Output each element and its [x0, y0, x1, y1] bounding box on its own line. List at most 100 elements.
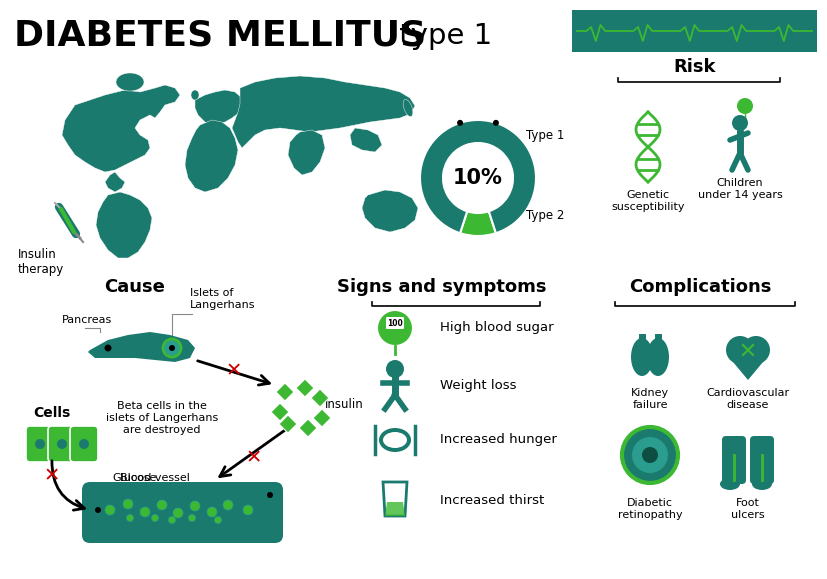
- Text: 100: 100: [387, 318, 403, 328]
- Polygon shape: [385, 502, 405, 516]
- Polygon shape: [96, 192, 152, 258]
- Circle shape: [190, 501, 200, 511]
- Wedge shape: [460, 211, 496, 236]
- Text: Foot
ulcers: Foot ulcers: [731, 498, 765, 519]
- Circle shape: [207, 507, 217, 517]
- Polygon shape: [185, 120, 238, 192]
- Circle shape: [104, 345, 112, 351]
- Polygon shape: [728, 356, 768, 380]
- Polygon shape: [271, 403, 289, 421]
- FancyBboxPatch shape: [70, 426, 98, 462]
- Text: Diabetic
retinopathy: Diabetic retinopathy: [618, 498, 682, 519]
- Circle shape: [386, 360, 404, 378]
- Text: ✕: ✕: [44, 467, 60, 486]
- Text: Pancreas: Pancreas: [62, 315, 112, 325]
- Text: type 1: type 1: [390, 22, 492, 50]
- Text: Insulin: Insulin: [325, 398, 364, 412]
- Ellipse shape: [752, 478, 772, 490]
- Circle shape: [163, 339, 181, 357]
- Ellipse shape: [720, 478, 740, 490]
- FancyBboxPatch shape: [48, 426, 76, 462]
- Circle shape: [79, 439, 89, 449]
- Text: Children
under 14 years: Children under 14 years: [698, 178, 782, 200]
- Text: Increased hunger: Increased hunger: [440, 434, 557, 446]
- Text: Cause: Cause: [104, 278, 165, 296]
- Circle shape: [726, 336, 754, 364]
- Polygon shape: [350, 128, 382, 152]
- Text: Cardiovascular
disease: Cardiovascular disease: [706, 388, 790, 409]
- Text: Beta cells in the
islets of Langerhans
are destroyed: Beta cells in the islets of Langerhans a…: [106, 401, 218, 435]
- FancyBboxPatch shape: [572, 10, 817, 52]
- Ellipse shape: [631, 338, 653, 376]
- Circle shape: [173, 508, 183, 518]
- Ellipse shape: [403, 100, 413, 116]
- Circle shape: [443, 143, 513, 213]
- Polygon shape: [299, 419, 317, 437]
- Circle shape: [622, 427, 678, 483]
- Circle shape: [214, 516, 222, 523]
- Circle shape: [632, 437, 668, 473]
- Text: Kidney
failure: Kidney failure: [631, 388, 669, 409]
- Polygon shape: [88, 332, 195, 362]
- Ellipse shape: [383, 432, 407, 448]
- Circle shape: [493, 120, 499, 126]
- Circle shape: [95, 507, 101, 513]
- Circle shape: [57, 439, 67, 449]
- Circle shape: [189, 515, 195, 522]
- Text: Genetic
susceptibility: Genetic susceptibility: [611, 190, 685, 211]
- Text: Weight loss: Weight loss: [440, 379, 517, 391]
- Text: ✕: ✕: [226, 361, 242, 380]
- Circle shape: [169, 516, 175, 523]
- Polygon shape: [279, 415, 297, 433]
- Text: 10%: 10%: [453, 168, 503, 188]
- Circle shape: [737, 98, 753, 114]
- Circle shape: [157, 500, 167, 510]
- Text: High blood sugar: High blood sugar: [440, 321, 553, 335]
- Text: Cells: Cells: [33, 406, 70, 420]
- Polygon shape: [362, 190, 418, 232]
- Polygon shape: [276, 383, 294, 401]
- Text: Complications: Complications: [629, 278, 772, 296]
- Polygon shape: [288, 130, 325, 175]
- Ellipse shape: [647, 338, 669, 376]
- Polygon shape: [105, 172, 125, 192]
- Text: Signs and symptoms: Signs and symptoms: [337, 278, 547, 296]
- Circle shape: [35, 439, 45, 449]
- Circle shape: [377, 310, 413, 346]
- Text: Insulin
therapy: Insulin therapy: [18, 248, 65, 276]
- Ellipse shape: [191, 90, 199, 100]
- Polygon shape: [232, 76, 415, 148]
- Text: Type 2: Type 2: [526, 210, 564, 222]
- Wedge shape: [420, 120, 536, 233]
- Text: Blood vessel: Blood vessel: [120, 473, 190, 483]
- FancyBboxPatch shape: [722, 436, 746, 484]
- Circle shape: [169, 345, 175, 351]
- Circle shape: [642, 447, 658, 463]
- Polygon shape: [313, 409, 331, 427]
- FancyBboxPatch shape: [386, 317, 404, 329]
- Circle shape: [243, 505, 253, 515]
- Circle shape: [140, 507, 150, 517]
- Circle shape: [742, 336, 770, 364]
- FancyBboxPatch shape: [82, 482, 283, 543]
- Text: DIABETES MELLITUS: DIABETES MELLITUS: [14, 18, 426, 52]
- Circle shape: [457, 120, 463, 126]
- Text: Risk: Risk: [674, 58, 716, 76]
- FancyBboxPatch shape: [26, 426, 54, 462]
- Polygon shape: [311, 389, 329, 407]
- Text: Islets of
Langerhans: Islets of Langerhans: [190, 288, 256, 310]
- Text: Glucose: Glucose: [112, 473, 156, 483]
- Circle shape: [732, 115, 748, 131]
- Circle shape: [151, 515, 159, 522]
- Circle shape: [105, 505, 115, 515]
- Polygon shape: [296, 379, 314, 397]
- Circle shape: [267, 492, 273, 498]
- Circle shape: [123, 499, 133, 509]
- Polygon shape: [195, 90, 245, 125]
- Text: ✕: ✕: [246, 449, 262, 467]
- Text: Increased thirst: Increased thirst: [440, 493, 544, 507]
- Polygon shape: [62, 85, 180, 172]
- Circle shape: [127, 515, 133, 522]
- Ellipse shape: [379, 428, 411, 452]
- Ellipse shape: [116, 73, 144, 91]
